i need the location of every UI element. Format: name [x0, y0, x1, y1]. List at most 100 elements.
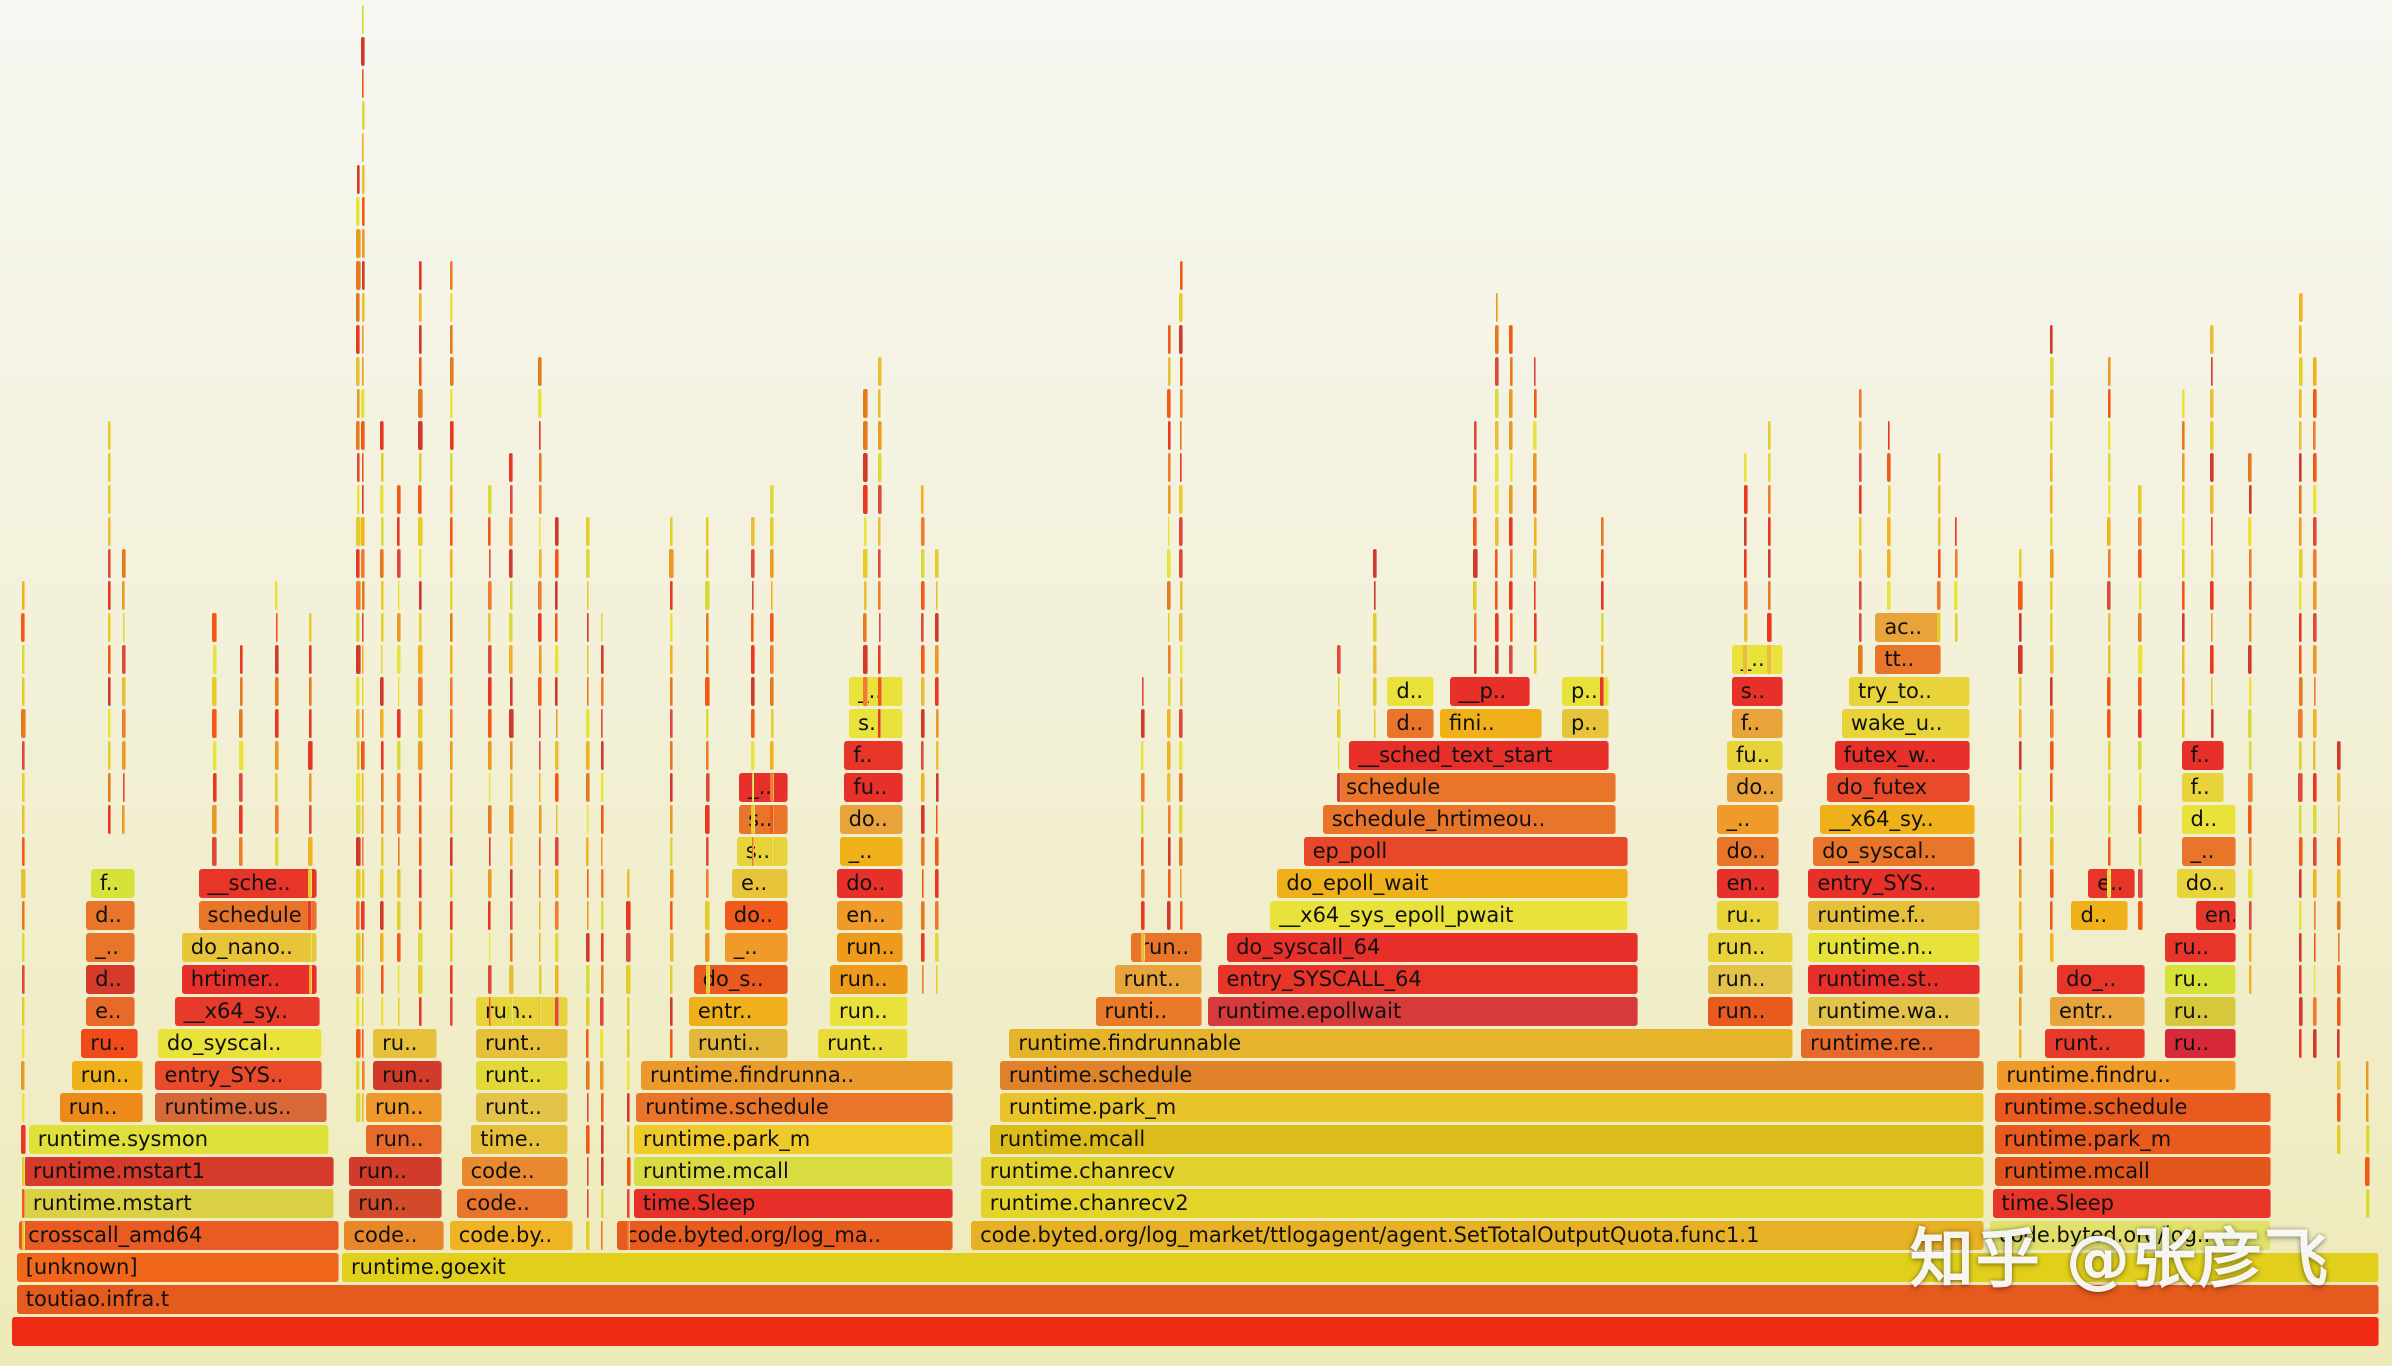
stack-frame-narrow[interactable] — [1509, 325, 1514, 354]
stack-frame-narrow[interactable] — [2182, 677, 2185, 706]
stack-frame[interactable]: code.byted.org/log.. — [1990, 1221, 2272, 1250]
stack-frame-narrow[interactable] — [308, 901, 313, 930]
stack-frame-narrow[interactable] — [1533, 549, 1537, 578]
stack-frame-narrow[interactable] — [2313, 645, 2317, 674]
stack-frame-narrow[interactable] — [600, 645, 604, 674]
stack-frame-narrow[interactable] — [1767, 613, 1772, 642]
stack-frame-narrow[interactable] — [600, 677, 604, 706]
stack-frame-narrow[interactable] — [1533, 485, 1537, 514]
stack-frame-narrow[interactable] — [554, 869, 559, 898]
stack-frame-narrow[interactable] — [355, 773, 361, 802]
stack-frame-narrow[interactable] — [2313, 805, 2317, 834]
stack-frame-narrow[interactable] — [1167, 773, 1172, 802]
stack-frame-narrow[interactable] — [2019, 869, 2023, 898]
stack-frame-narrow[interactable] — [935, 837, 940, 866]
stack-frame-narrow[interactable] — [361, 677, 365, 706]
stack-frame[interactable]: do_syscal.. — [1813, 837, 1975, 866]
stack-frame-narrow[interactable] — [2336, 901, 2341, 930]
stack-frame-narrow[interactable] — [361, 229, 365, 258]
stack-frame[interactable]: ru.. — [2164, 997, 2236, 1026]
stack-frame-narrow[interactable] — [2019, 677, 2023, 706]
stack-frame-narrow[interactable] — [2138, 613, 2143, 642]
stack-frame-narrow[interactable] — [2248, 485, 2252, 514]
stack-frame-narrow[interactable] — [361, 645, 365, 674]
stack-frame-narrow[interactable] — [361, 261, 365, 290]
stack-frame-narrow[interactable] — [862, 389, 868, 418]
stack-frame-narrow[interactable] — [600, 997, 605, 1026]
stack-frame-narrow[interactable] — [670, 901, 674, 930]
stack-frame[interactable]: _.. — [839, 837, 904, 866]
stack-frame-narrow[interactable] — [705, 677, 710, 706]
stack-frame-narrow[interactable] — [1473, 485, 1478, 514]
stack-frame[interactable]: _.. — [1717, 805, 1779, 834]
stack-frame-narrow[interactable] — [2210, 389, 2214, 418]
stack-frame-narrow[interactable] — [21, 869, 26, 898]
stack-frame-narrow[interactable] — [600, 1093, 604, 1122]
stack-frame-narrow[interactable] — [1141, 805, 1145, 834]
stack-frame-narrow[interactable] — [22, 901, 25, 930]
stack-frame[interactable]: en.. — [837, 901, 904, 930]
stack-frame-narrow[interactable] — [1495, 421, 1499, 450]
stack-frame-narrow[interactable] — [1178, 773, 1184, 802]
stack-frame-narrow[interactable] — [356, 197, 361, 226]
stack-frame-narrow[interactable] — [2298, 453, 2303, 482]
stack-frame-narrow[interactable] — [418, 325, 422, 354]
stack-frame-narrow[interactable] — [2336, 1061, 2341, 1090]
stack-frame-narrow[interactable] — [1937, 613, 1942, 642]
stack-frame-narrow[interactable] — [418, 357, 423, 386]
stack-frame-narrow[interactable] — [21, 805, 25, 834]
stack-frame-narrow[interactable] — [920, 645, 925, 674]
stack-frame-narrow[interactable] — [509, 677, 513, 706]
stack-frame-narrow[interactable] — [1509, 453, 1513, 482]
stack-frame-narrow[interactable] — [2107, 453, 2111, 482]
stack-frame[interactable]: f.. — [844, 741, 904, 770]
stack-frame-narrow[interactable] — [877, 485, 882, 514]
stack-frame-narrow[interactable] — [600, 773, 604, 802]
stack-frame-narrow[interactable] — [1494, 613, 1499, 642]
stack-frame-narrow[interactable] — [1533, 581, 1537, 610]
stack-frame-narrow[interactable] — [488, 805, 492, 834]
stack-frame-narrow[interactable] — [2299, 933, 2303, 962]
stack-frame-narrow[interactable] — [488, 677, 492, 706]
stack-frame-narrow[interactable] — [356, 165, 360, 194]
stack-frame-narrow[interactable] — [1938, 453, 1941, 482]
stack-frame-narrow[interactable] — [538, 453, 542, 482]
stack-frame[interactable]: run.. — [349, 1189, 442, 1218]
stack-frame-narrow[interactable] — [863, 613, 868, 642]
stack-frame-narrow[interactable] — [1167, 453, 1171, 482]
stack-frame-narrow[interactable] — [670, 997, 673, 1026]
stack-frame-narrow[interactable] — [356, 901, 361, 930]
stack-frame-narrow[interactable] — [361, 581, 365, 610]
stack-frame-narrow[interactable] — [2365, 1189, 2370, 1218]
stack-frame[interactable]: ru.. — [81, 1029, 138, 1058]
stack-frame-narrow[interactable] — [449, 805, 454, 834]
stack-frame-narrow[interactable] — [380, 837, 384, 866]
stack-frame[interactable]: schedule_hrtimeou.. — [1322, 805, 1616, 834]
stack-frame[interactable]: runti.. — [688, 1029, 789, 1058]
stack-frame-narrow[interactable] — [121, 709, 127, 738]
stack-frame-narrow[interactable] — [2313, 997, 2317, 1026]
stack-frame[interactable]: do.. — [2176, 869, 2236, 898]
stack-frame-narrow[interactable] — [21, 933, 26, 962]
stack-frame-narrow[interactable] — [1937, 485, 1942, 514]
stack-frame-narrow[interactable] — [380, 805, 384, 834]
stack-frame-narrow[interactable] — [2337, 933, 2341, 962]
stack-frame[interactable]: runtime.mcall — [990, 1125, 1985, 1154]
stack-frame-narrow[interactable] — [2299, 421, 2302, 450]
stack-frame-narrow[interactable] — [1167, 389, 1171, 418]
stack-frame-narrow[interactable] — [356, 677, 361, 706]
stack-frame-narrow[interactable] — [1937, 581, 1942, 610]
stack-frame[interactable]: do_.. — [2057, 965, 2145, 994]
stack-frame-narrow[interactable] — [585, 709, 591, 738]
stack-frame-narrow[interactable] — [627, 1061, 631, 1090]
stack-frame[interactable]: run.. — [373, 1061, 442, 1090]
stack-frame-narrow[interactable] — [450, 293, 453, 322]
stack-frame-narrow[interactable] — [450, 965, 454, 994]
stack-frame-narrow[interactable] — [397, 645, 401, 674]
stack-frame-narrow[interactable] — [1533, 421, 1538, 450]
stack-frame-narrow[interactable] — [21, 581, 25, 610]
stack-frame-narrow[interactable] — [397, 677, 401, 706]
stack-frame-narrow[interactable] — [21, 1189, 25, 1218]
stack-frame-narrow[interactable] — [2209, 325, 2215, 354]
stack-frame-narrow[interactable] — [1858, 581, 1863, 610]
